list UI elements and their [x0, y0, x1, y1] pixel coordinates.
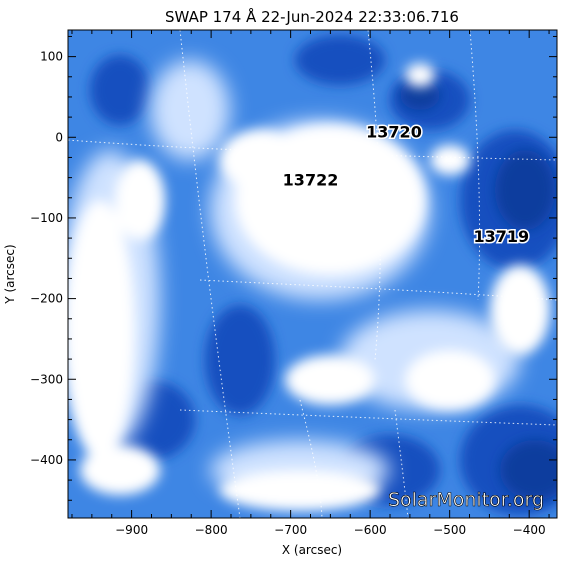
y-tick-label: −200 [30, 292, 63, 306]
x-tick-label: −800 [195, 523, 228, 537]
x-axis: −900 −800 −700 −600 −500 −400 [71, 30, 550, 537]
x-tick-label: −700 [274, 523, 307, 537]
x-tick-label: −900 [115, 523, 148, 537]
active-region-label: 13722 [283, 171, 339, 190]
y-tick-label: −400 [30, 453, 63, 467]
y-tick-label: 0 [55, 130, 63, 144]
watermark-text: SolarMonitor.org [388, 489, 544, 511]
heliographic-grid [68, 30, 557, 518]
plot-title: SWAP 174 Å 22-Jun-2024 22:33:06.716 [165, 7, 459, 26]
x-tick-label: −400 [513, 523, 546, 537]
active-region-label: 13719 [474, 227, 530, 246]
y-tick-label: 100 [40, 50, 63, 64]
bright-regions [68, 63, 550, 510]
x-axis-label: X (arcsec) [282, 543, 342, 557]
plot-frame [67, 29, 558, 519]
x-tick-label: −500 [433, 523, 466, 537]
y-axis-label: Y (arcsec) [3, 244, 17, 304]
euv-image [68, 30, 557, 518]
y-tick-label: −100 [30, 211, 63, 225]
deepest-regions [400, 80, 557, 500]
y-tick-label: −300 [30, 372, 63, 386]
active-region-label: 13720 [366, 122, 422, 141]
y-axis: 100 0 −100 −200 −300 −400 [30, 35, 557, 501]
active-region-labels: 13720 13722 13719 [281, 121, 531, 248]
x-tick-label: −600 [354, 523, 387, 537]
